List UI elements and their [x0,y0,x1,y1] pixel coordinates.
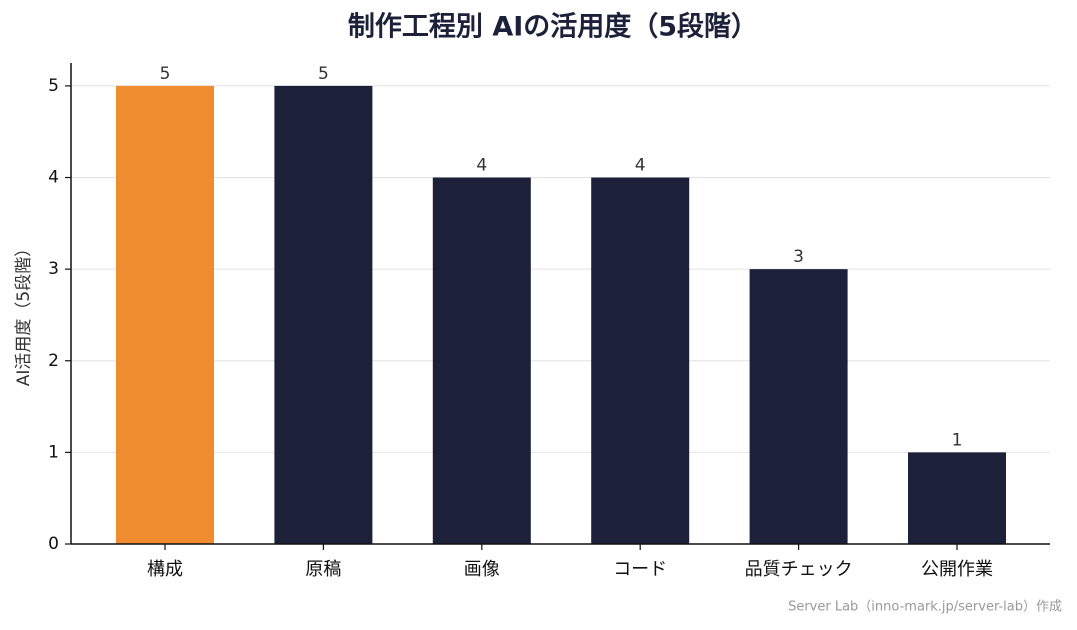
y-tick-label: 1 [48,442,59,462]
chart-title: 制作工程別 AIの活用度（5段階） [348,11,758,43]
bar [274,85,373,545]
source-note: Server Lab（inno-mark.jp/server-lab）作成 [788,600,1062,615]
bar [116,85,214,545]
x-tick-label: 品質チェック [745,559,853,580]
data-label: 5 [318,64,329,84]
data-label: 5 [160,64,171,84]
data-label: 4 [635,156,646,176]
x-tick-label: 画像 [464,559,500,580]
y-tick-label: 5 [48,76,59,96]
data-label: 1 [952,430,963,450]
y-tick-label: 0 [48,534,59,554]
data-label: 3 [793,247,804,267]
x-tick-label: コード [613,559,667,580]
y-tick-label: 3 [48,259,59,279]
y-tick-label: 2 [48,351,59,371]
bar [908,452,1006,544]
bar [591,177,690,544]
y-tick-label: 4 [48,168,59,188]
x-tick-label: 原稿 [305,559,341,580]
y-axis-label: AI活用度（5段階） [14,240,34,386]
x-tick-label: 構成 [147,559,183,580]
bar [432,177,531,544]
bar [749,269,848,544]
data-label: 4 [476,156,487,176]
x-tick-label: 公開作業 [921,559,993,580]
